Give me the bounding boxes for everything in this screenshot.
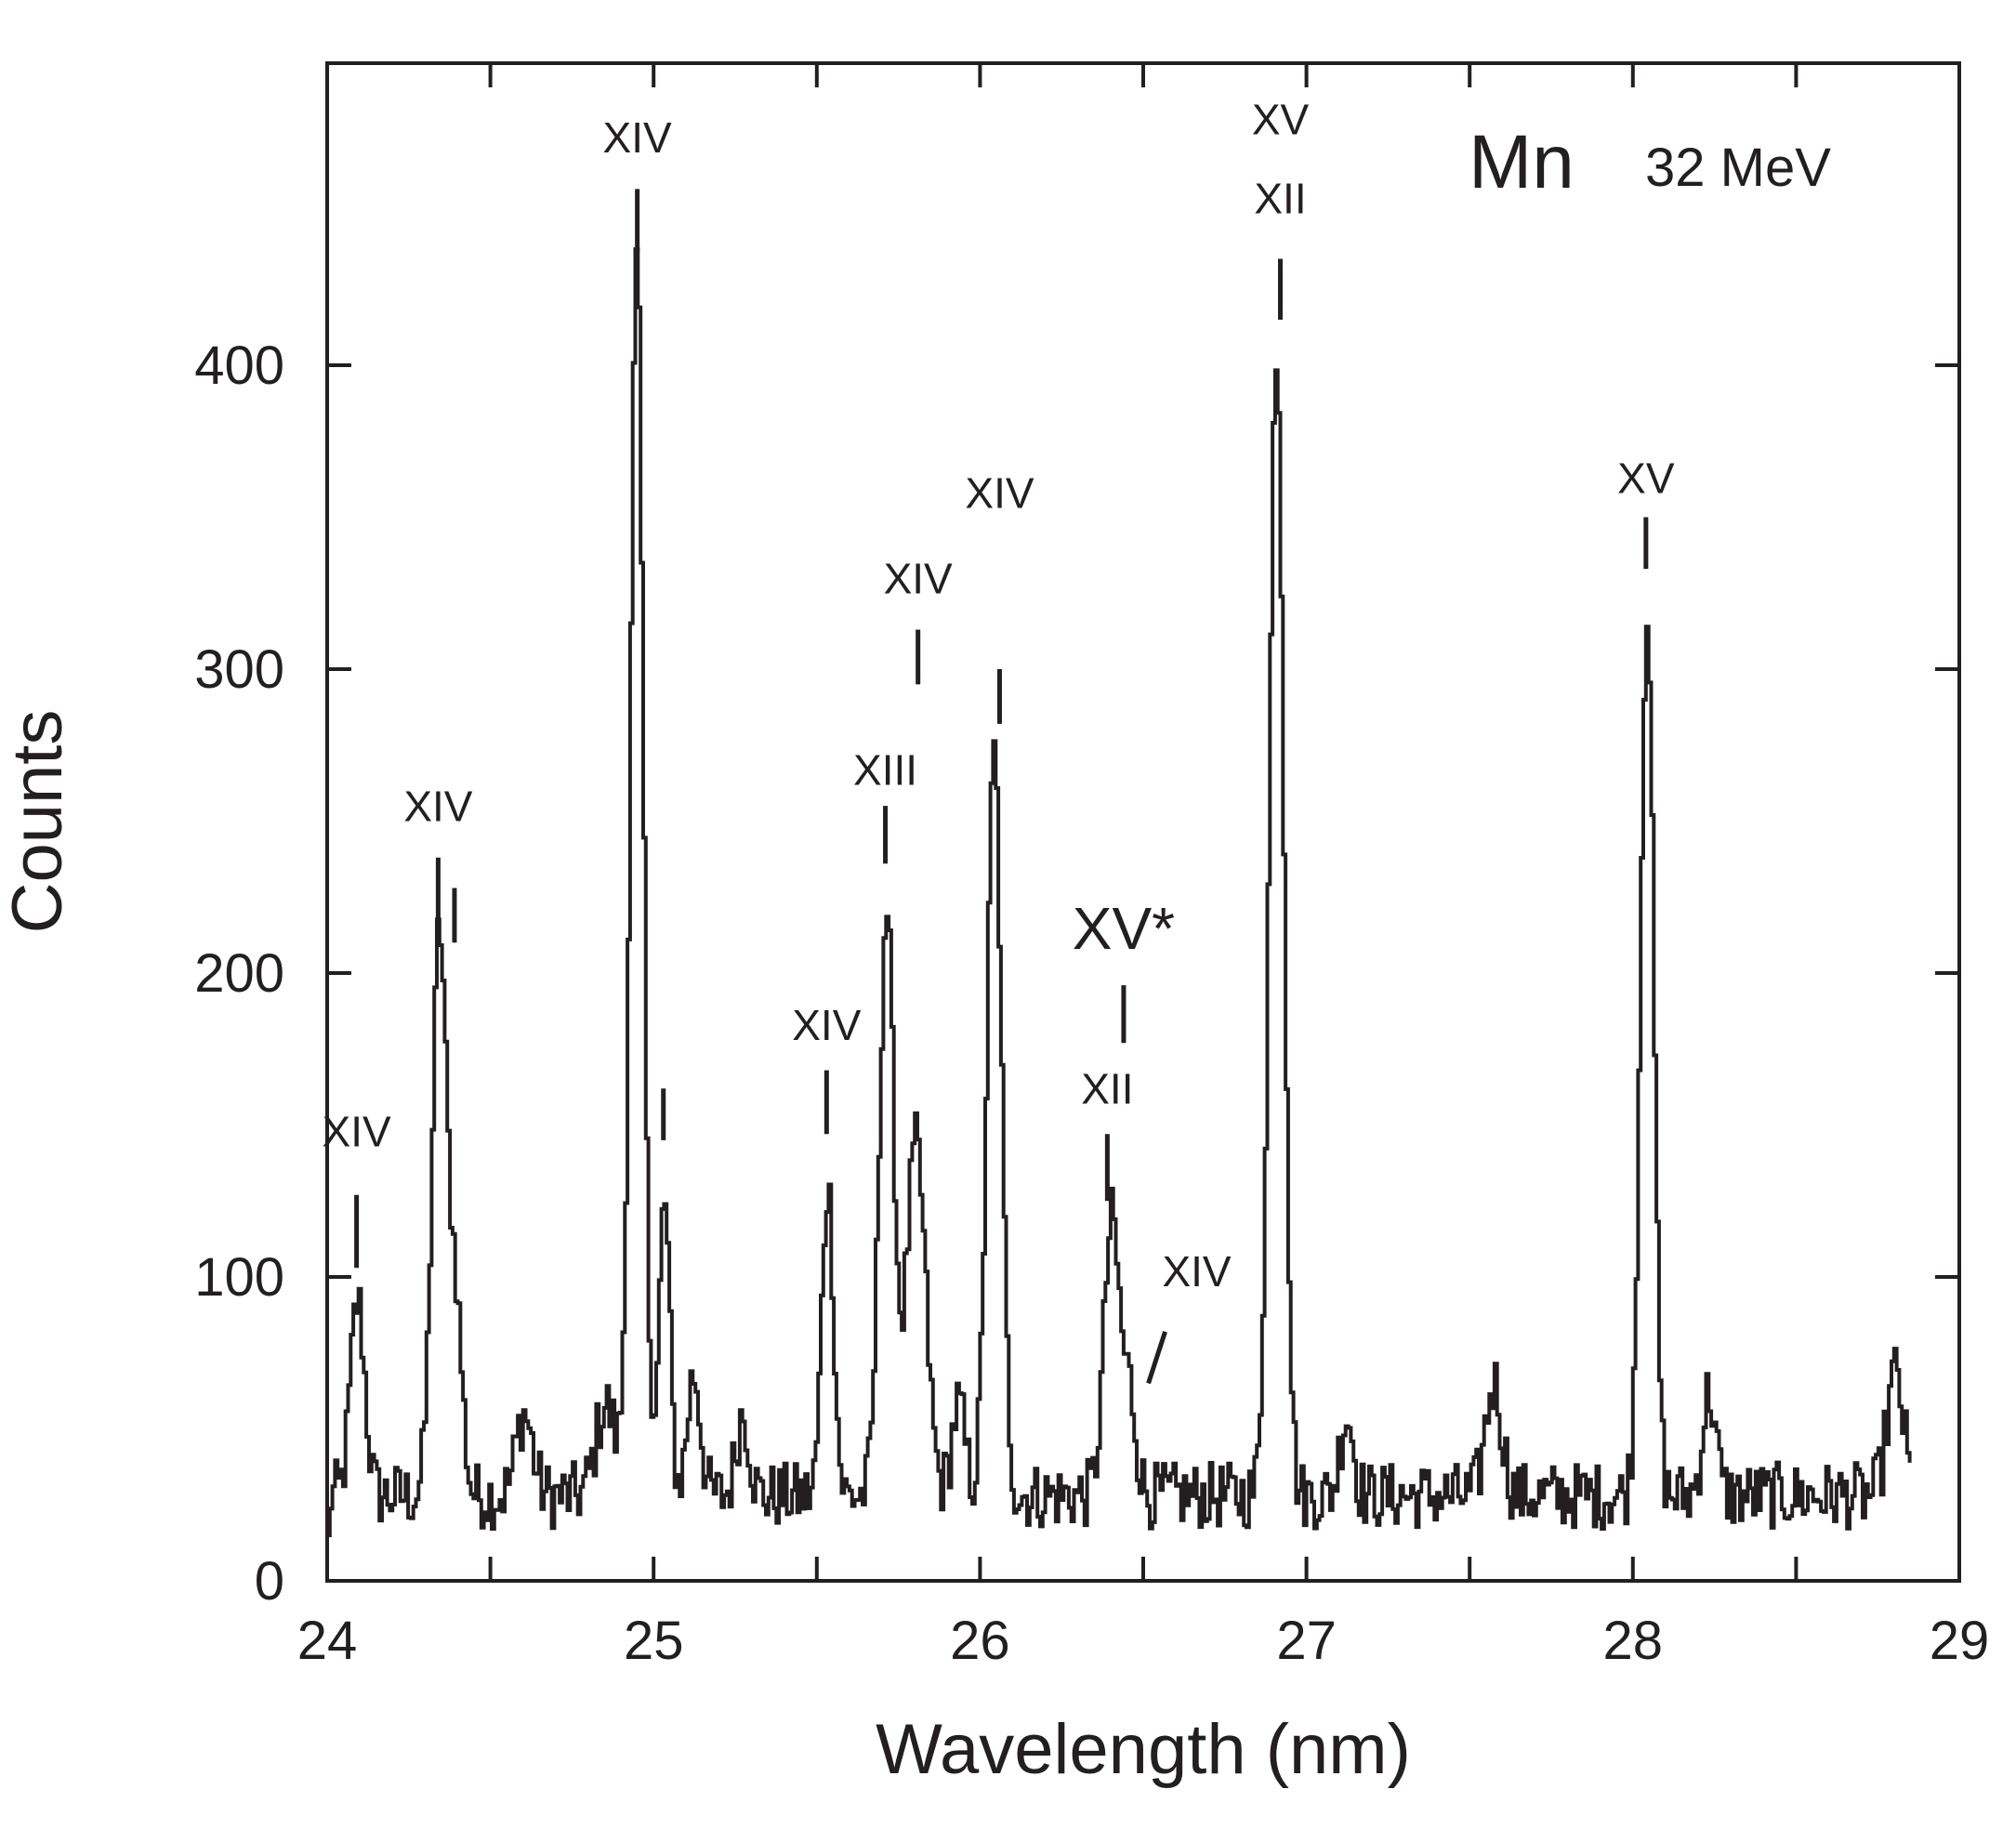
- ion-label: XII: [1081, 1065, 1133, 1113]
- ion-label: XIV: [403, 783, 472, 831]
- y-tick-label: 100: [194, 1247, 284, 1308]
- chart-subtitle: 32 MeV: [1645, 138, 1831, 198]
- y-tick-label: 400: [194, 336, 284, 396]
- y-tick-label: 200: [194, 943, 284, 1004]
- x-tick-label: 24: [297, 1611, 358, 1671]
- y-axis: 0 100 200 300 400: [194, 336, 1959, 1612]
- ion-label: XV*: [1073, 895, 1175, 962]
- plot-frame: [325, 61, 1961, 1583]
- chart-title: Mn: [1469, 120, 1575, 204]
- y-tick-label: 0: [255, 1551, 284, 1612]
- spectrum-series-line: [327, 247, 1912, 1537]
- x-tick-label: 26: [950, 1611, 1010, 1671]
- x-tick-label: 27: [1276, 1611, 1337, 1671]
- ion-label: XV: [1617, 454, 1675, 502]
- x-tick-label: 28: [1603, 1611, 1664, 1671]
- plot-area-border: [325, 61, 1961, 1583]
- ion-label: XIV: [792, 1001, 861, 1049]
- x-tick-label: 25: [624, 1611, 684, 1671]
- ion-label: XIII: [853, 745, 917, 794]
- y-axis-title: Counts: [0, 710, 77, 934]
- ion-label: XIV: [965, 469, 1034, 518]
- ion-label: XIV: [884, 554, 953, 602]
- ion-label: XIV: [1162, 1247, 1231, 1296]
- x-tick-label: 29: [1930, 1611, 1990, 1671]
- ion-label: XV: [1252, 95, 1310, 143]
- ion-label: XIV: [323, 1107, 391, 1155]
- x-axis: 24 25 26 27 28 29: [297, 63, 1990, 1671]
- y-tick-label: 300: [194, 639, 284, 700]
- ion-label: XIV: [603, 113, 672, 162]
- x-axis-title: Wavelength (nm): [876, 1710, 1411, 1789]
- ion-label: XII: [1254, 175, 1306, 223]
- ion-line-marker: [1146, 1331, 1167, 1385]
